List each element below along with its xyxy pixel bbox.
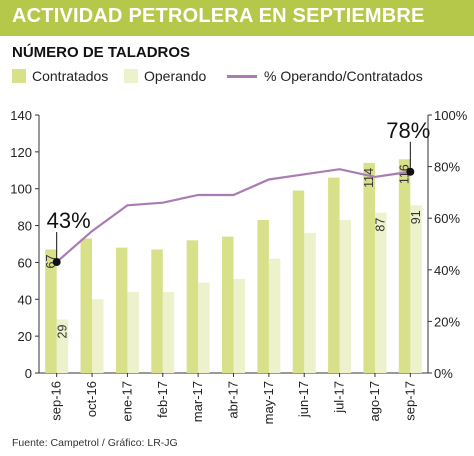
left-tick-label: 40 <box>18 292 32 307</box>
bar-contracted <box>222 236 234 373</box>
ratio-annotation: 78% <box>386 118 430 143</box>
bar-operating <box>410 205 422 373</box>
x-tick-label: feb-17 <box>155 381 170 418</box>
right-tick-label: 0% <box>434 366 453 381</box>
legend-swatch-contracted <box>12 69 26 83</box>
left-tick-label: 120 <box>10 145 32 160</box>
bar-contracted <box>328 177 340 373</box>
left-tick-label: 60 <box>18 255 32 270</box>
bar-contracted <box>151 249 163 373</box>
bar-contracted <box>398 159 411 373</box>
bar-operating <box>374 212 387 373</box>
left-tick-label: 0 <box>25 366 32 381</box>
legend-label-ratio: % Operando/Contratados <box>264 68 423 84</box>
x-tick-label: mar-17 <box>190 381 205 422</box>
x-tick-label: abr-17 <box>226 381 241 419</box>
bar-operating <box>56 319 69 373</box>
legend-label-contracted: Contratados <box>32 68 109 84</box>
legend-label-operating: Operando <box>144 68 207 84</box>
x-tick-label: oct-16 <box>84 381 99 417</box>
bar-contracted <box>45 249 57 373</box>
x-tick-label: jun-17 <box>296 381 311 418</box>
data-label-operating: 87 <box>374 218 388 232</box>
x-tick-label: ago-17 <box>367 381 382 421</box>
title-banner: ACTIVIDAD PETROLERA EN SEPTIEMBRE <box>0 0 474 36</box>
bar-contracted <box>257 220 269 373</box>
chart-subtitle: NÚMERO DE TALADROS <box>12 44 191 61</box>
right-tick-label: 40% <box>434 263 460 278</box>
bar-contracted <box>186 240 199 373</box>
legend: Contratados Operando % Operando/Contrata… <box>12 68 472 88</box>
x-tick-label: sep-16 <box>49 381 64 421</box>
bar-contracted <box>80 238 93 373</box>
legend-swatch-operating <box>124 69 138 83</box>
x-tick-label: ene-17 <box>119 381 134 421</box>
right-tick-label: 60% <box>434 211 460 226</box>
data-label-operating: 29 <box>55 325 69 339</box>
bar-operating <box>268 258 281 373</box>
left-tick-label: 140 <box>10 108 32 123</box>
bar-contracted <box>363 162 375 373</box>
data-label-contracted: 114 <box>362 168 376 188</box>
chart-title: ACTIVIDAD PETROLERA EN SEPTIEMBRE <box>12 5 425 27</box>
x-tick-label: may-17 <box>261 381 276 424</box>
bar-operating <box>92 299 104 373</box>
ratio-point-marker <box>52 258 61 267</box>
bar-contracted <box>115 247 128 373</box>
right-tick-label: 100% <box>434 108 468 123</box>
bar-operating <box>127 291 139 373</box>
legend-item-ratio: % Operando/Contratados <box>227 68 423 84</box>
ratio-line <box>55 168 411 263</box>
legend-swatch-ratio <box>227 74 257 78</box>
ratio-annotation: 43% <box>47 208 91 233</box>
legend-item-contracted: Contratados <box>12 68 108 84</box>
bar-operating <box>233 279 245 373</box>
left-tick-label: 20 <box>18 329 32 344</box>
left-tick-label: 80 <box>18 219 32 234</box>
bar-operating <box>339 220 352 373</box>
x-tick-label: jul-17 <box>332 381 347 414</box>
bar-operating <box>304 232 316 373</box>
right-tick-label: 80% <box>434 160 460 175</box>
bar-operating <box>198 282 210 373</box>
data-label-operating: 91 <box>409 210 423 224</box>
legend-item-operating: Operando <box>124 68 206 84</box>
right-tick-label: 20% <box>434 314 460 329</box>
source-note: Fuente: Campetrol / Gráfico: LR-JG <box>12 437 178 449</box>
bar-contracted <box>292 190 305 373</box>
left-tick-label: 100 <box>10 182 32 197</box>
bar-operating <box>162 291 175 373</box>
x-tick-label: sep-17 <box>402 381 417 421</box>
ratio-point-marker <box>406 167 415 176</box>
